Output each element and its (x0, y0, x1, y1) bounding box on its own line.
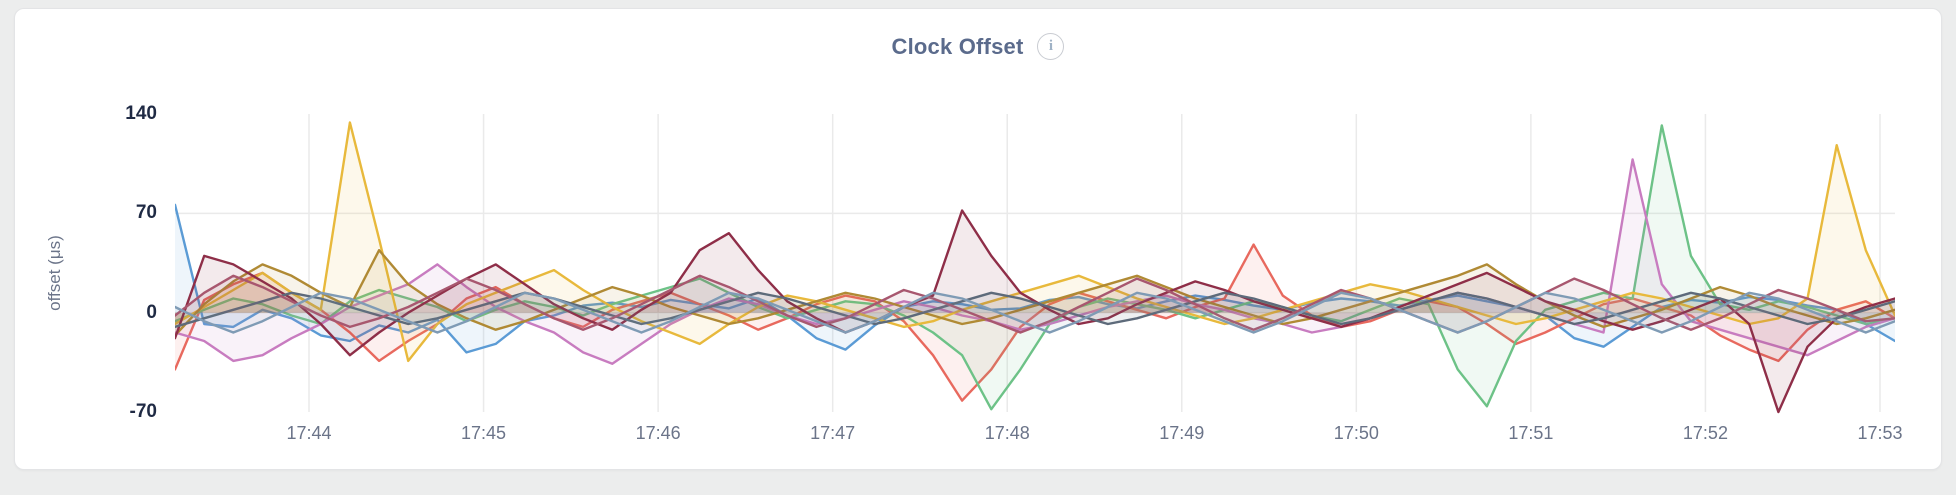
y-tick--70: -70 (129, 401, 157, 422)
series-node-5 (175, 121, 1895, 363)
y-tick-70: 70 (135, 202, 157, 224)
x-tick-17-50: 17:50 (1333, 423, 1379, 443)
series-node-8 (175, 291, 1895, 329)
series-node-3 (175, 124, 1895, 411)
x-tick-17-51: 17:51 (1508, 423, 1554, 443)
x-tick-17-45: 17:45 (461, 423, 507, 443)
x-tick-17-47: 17:47 (810, 423, 856, 443)
x-tick-17-53: 17:53 (1857, 423, 1903, 443)
clock-offset-line-chart (175, 114, 1895, 414)
x-tick-17-48: 17:48 (984, 423, 1030, 443)
x-tick-17-44: 17:44 (286, 423, 332, 443)
chart-plot-area: offset (μs) 140 70 0 -70 17:44 17:45 17:46 17:… (15, 9, 1941, 469)
page-title: Clock Offset (891, 33, 1024, 59)
series-node-1 (175, 203, 1895, 354)
y-tick-0: 0 (146, 301, 157, 323)
series-node-6 (175, 249, 1895, 337)
x-tick-17-46: 17:46 (635, 423, 681, 443)
chart-panel-card: Clock Offset i offset (μs) 140 70 0 -70 17:… (14, 8, 1942, 470)
series-node-10 (175, 291, 1895, 334)
panel-header: Clock Offset i (15, 33, 1941, 60)
x-tick-17-52: 17:52 (1682, 423, 1728, 443)
info-icon[interactable]: i (1037, 33, 1065, 60)
x-tick-17-49: 17:49 (1159, 423, 1205, 443)
y-tick-140: 140 (125, 103, 157, 124)
